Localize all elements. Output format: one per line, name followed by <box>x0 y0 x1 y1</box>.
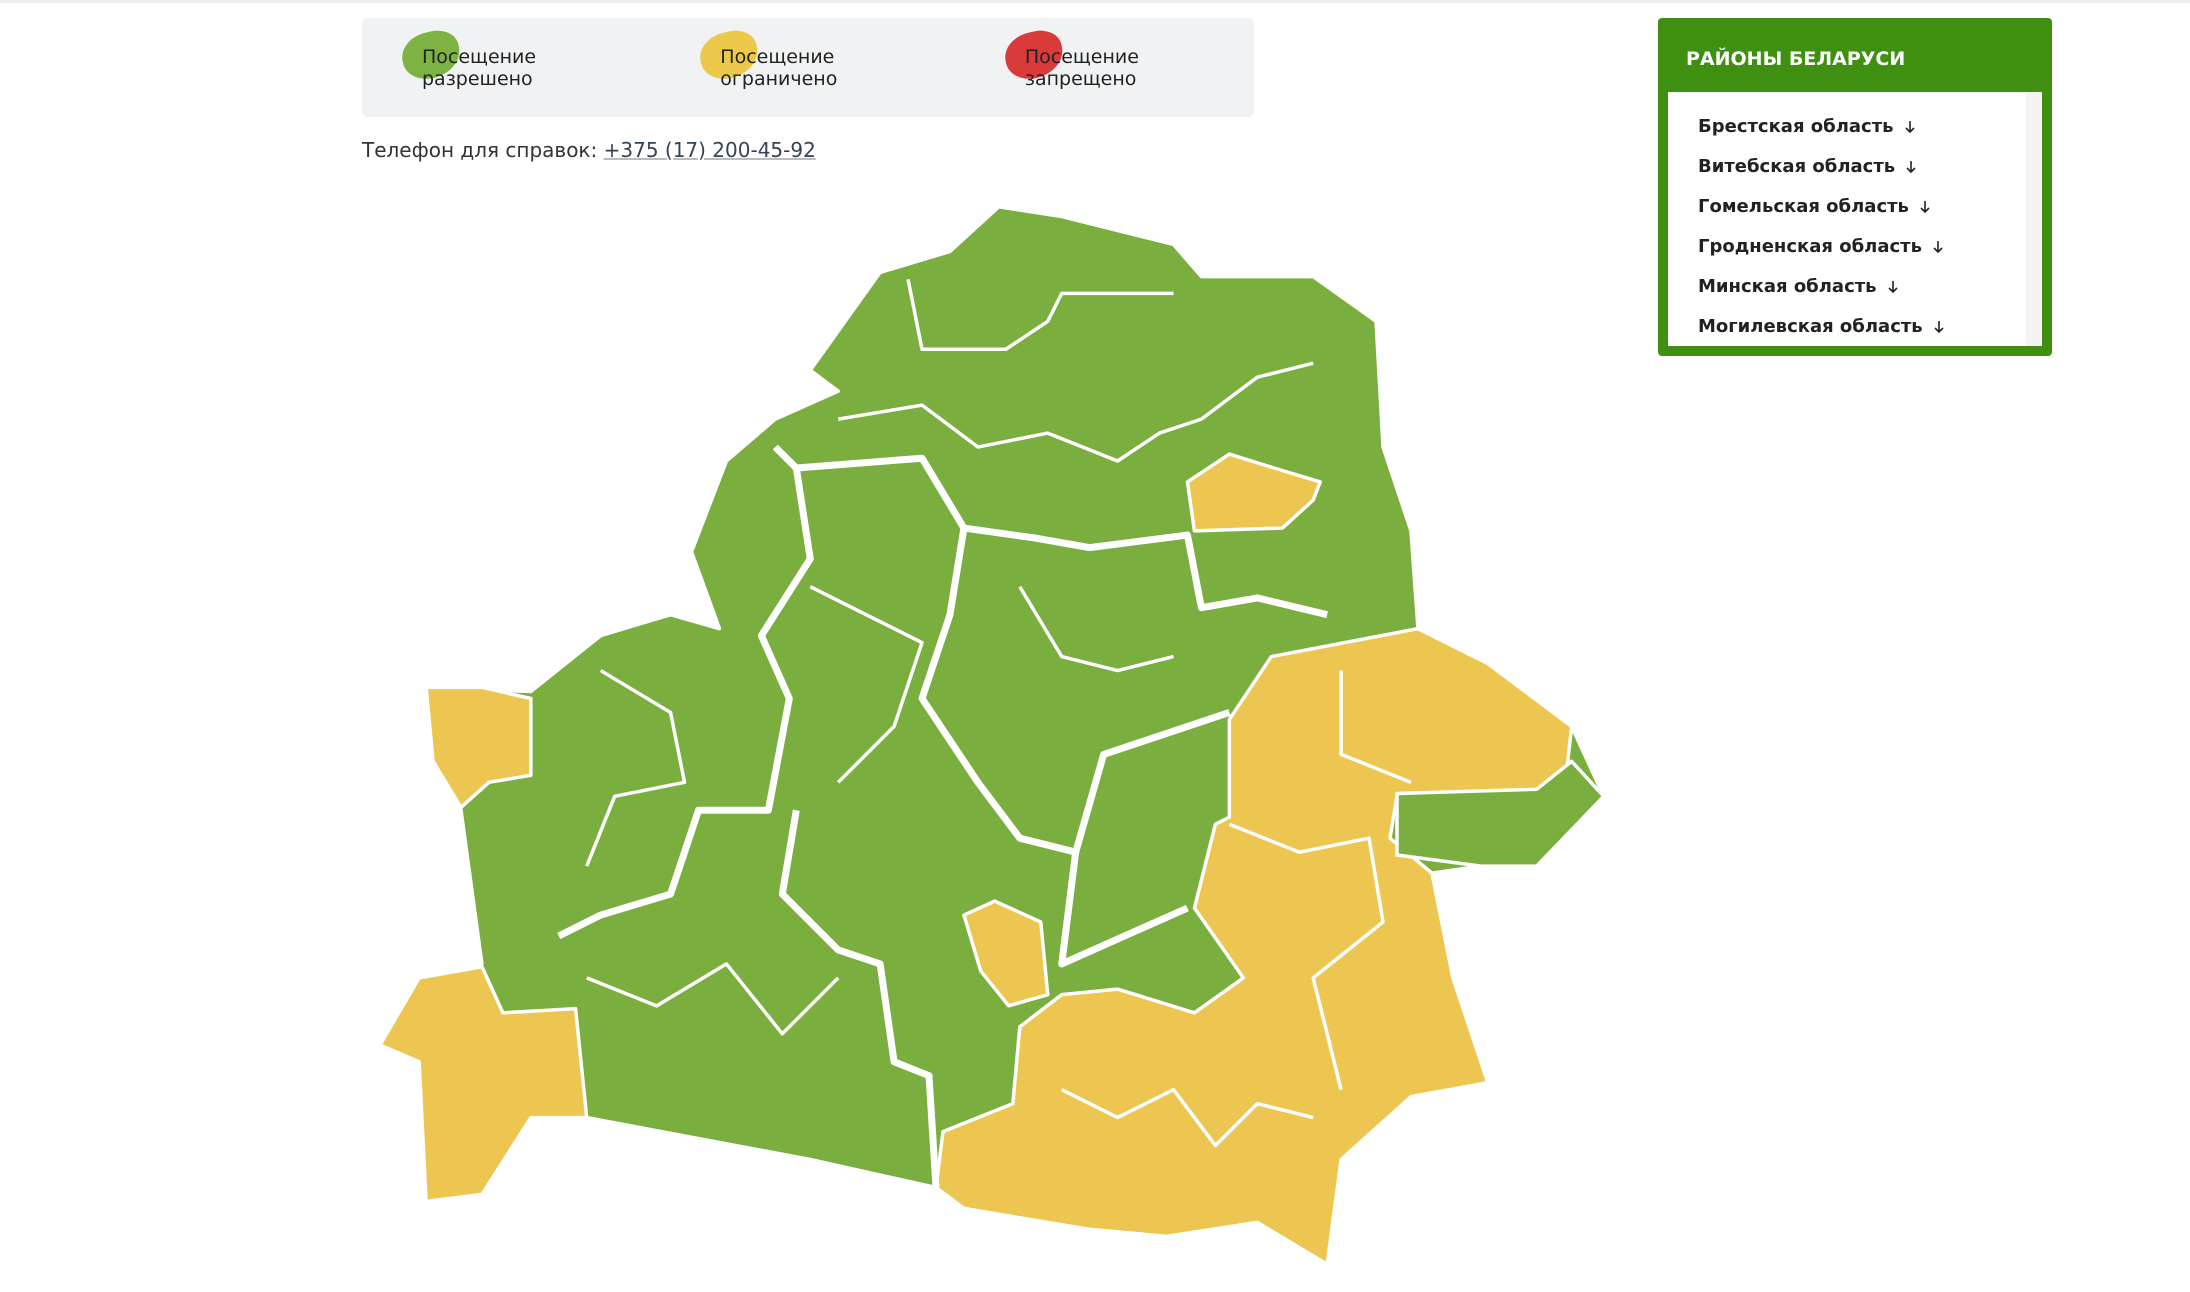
arrow-icon <box>1920 200 1930 213</box>
phone-number[interactable]: +375 (17) 200-45-92 <box>603 138 816 162</box>
scrollbar <box>2026 92 2042 346</box>
regions-panel: РАЙОНЫ БЕЛАРУСИ Брестская область Витебск… <box>1658 18 2052 356</box>
panel-title: РАЙОНЫ БЕЛАРУСИ <box>1686 48 1906 70</box>
region-name: Витебская область <box>1698 156 1896 177</box>
legend-item: Посещение разрешено <box>397 25 650 90</box>
region-item[interactable]: Витебская область <box>1698 156 1917 177</box>
region-list: Брестская область Витебская область Гомель… <box>1668 92 2042 346</box>
region-name: Минская область <box>1698 276 1877 297</box>
arrow-icon <box>1934 320 1944 333</box>
phone-label: Телефон для справок: <box>362 138 598 162</box>
phone: Телефон для справок: +375 (17) 200-45-92 <box>362 138 816 162</box>
legend: Посещение разрешено Посещение ограничено П… <box>362 18 1254 117</box>
region-name: Могилевская область <box>1698 316 1923 337</box>
arrow-icon <box>1904 120 1915 133</box>
region-item[interactable]: Могилевская область <box>1698 316 1945 337</box>
legend-item: Посещение запрещено <box>1000 25 1254 90</box>
region-name: Гродненская область <box>1698 236 1922 257</box>
region-item[interactable]: Минская область <box>1698 276 1899 297</box>
region-item[interactable]: Гомельская область <box>1698 196 1931 217</box>
region-restricted <box>378 964 589 1204</box>
region-name: Брестская область <box>1698 116 1894 137</box>
arrow-icon <box>1933 240 1943 253</box>
region-item[interactable]: Брестская область <box>1698 116 1916 137</box>
region-item[interactable]: Гродненская область <box>1698 236 1944 257</box>
arrow-icon <box>1888 280 1898 293</box>
region-restricted <box>1185 452 1322 533</box>
legend-label: Посещение разрешено <box>422 45 537 90</box>
region-restricted <box>962 899 1050 1008</box>
region-restricted <box>424 685 533 810</box>
region-name: Гомельская область <box>1698 196 1909 217</box>
legend-item: Посещение ограничено <box>696 25 955 90</box>
legend-label: Посещение запрещено <box>1024 45 1139 90</box>
top-border <box>0 0 2190 3</box>
region-allowed <box>1395 759 1606 868</box>
legend-label: Посещение ограничено <box>720 45 838 90</box>
arrow-icon <box>1906 160 1916 173</box>
